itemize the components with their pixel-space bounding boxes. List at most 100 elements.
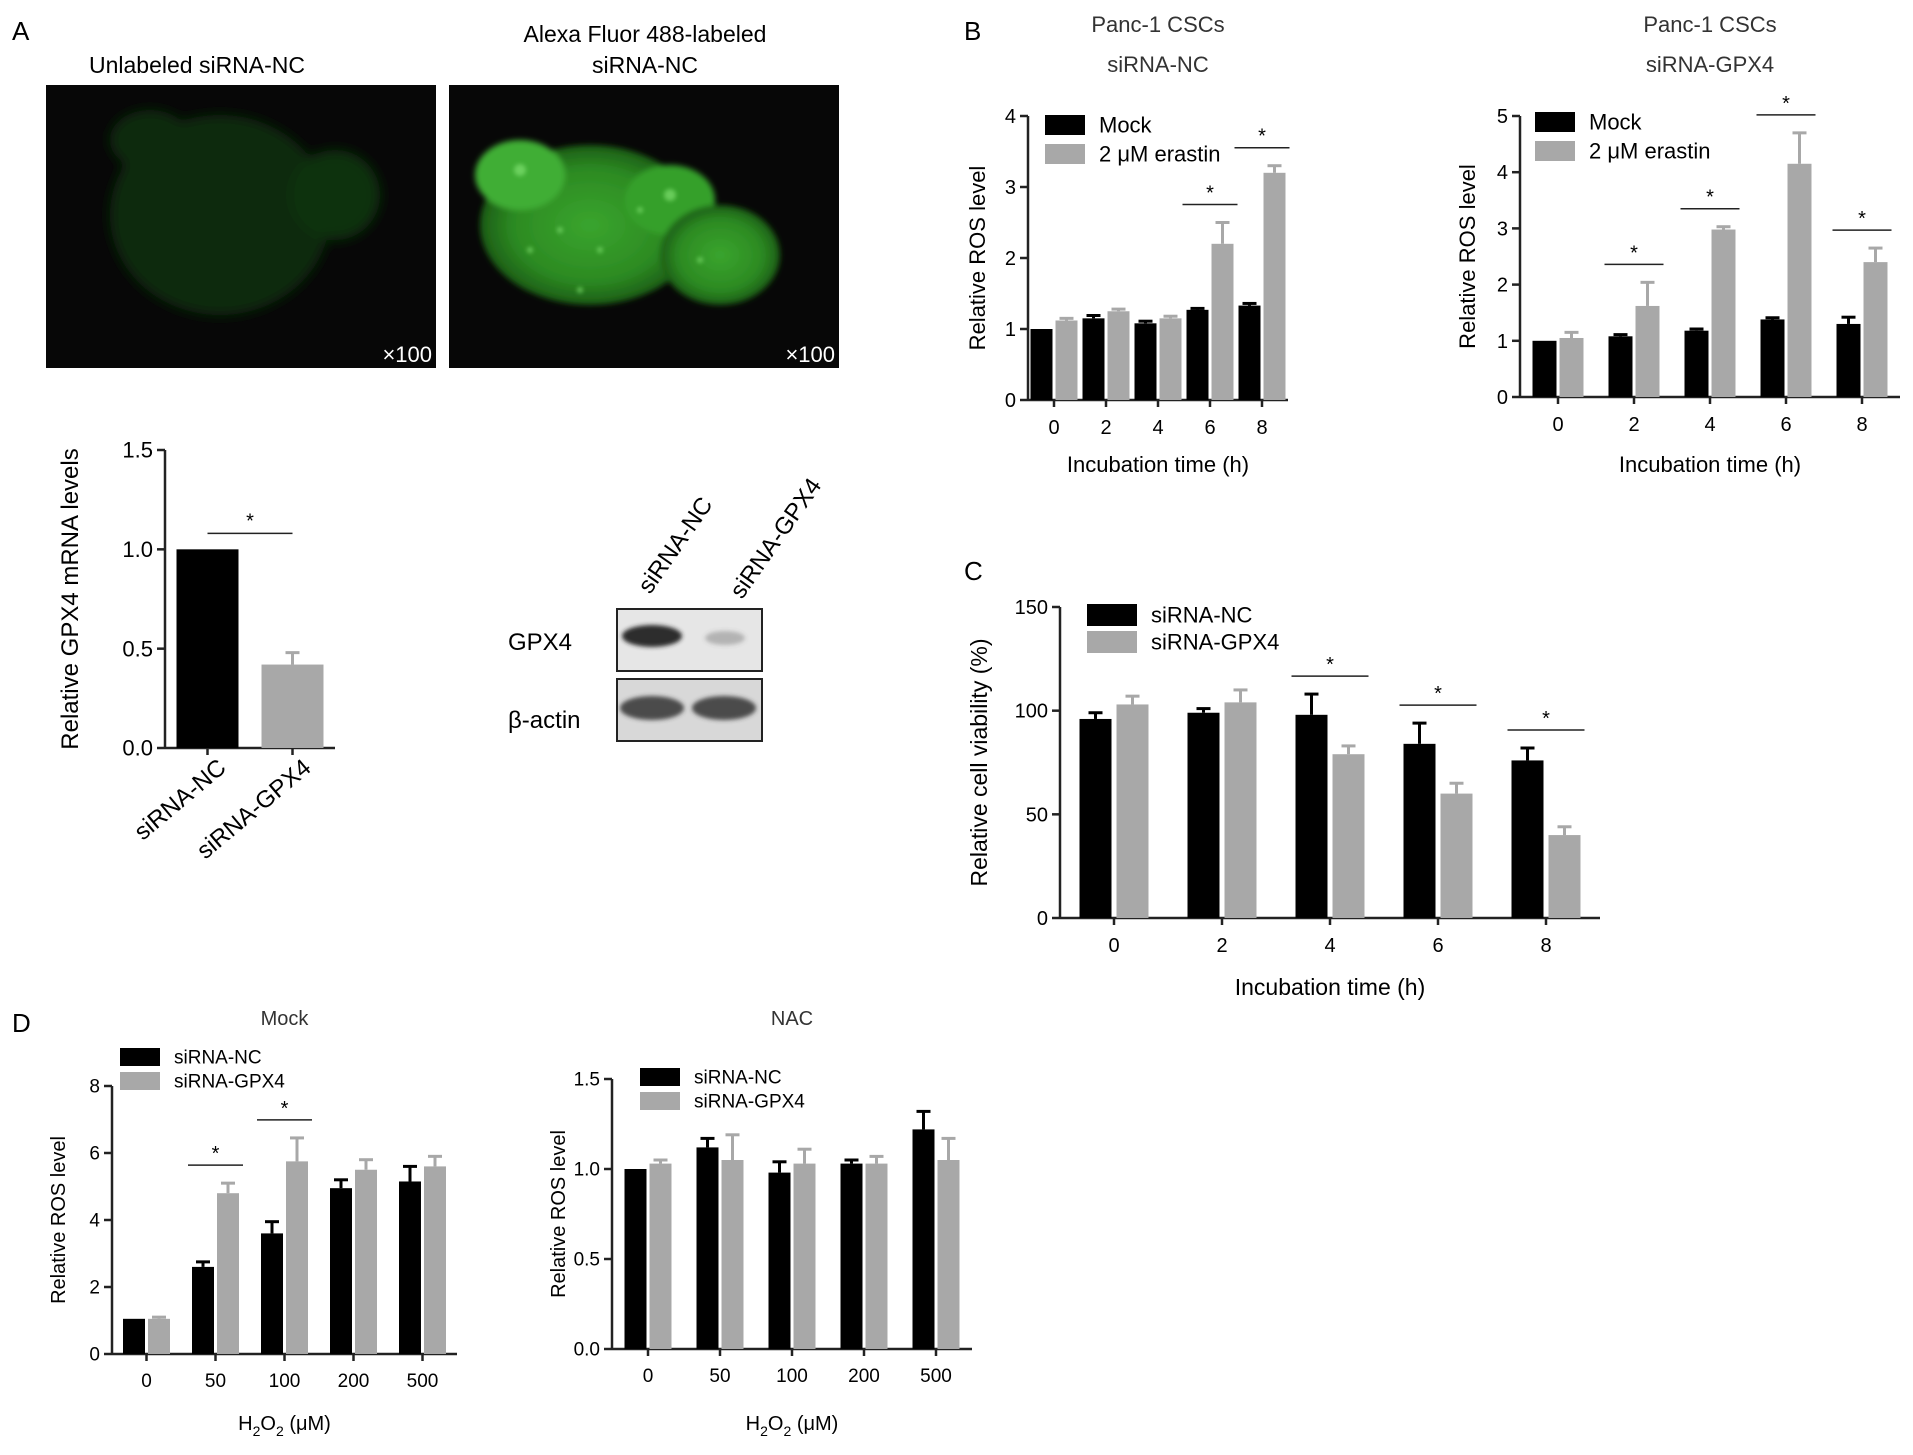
x-tick-label: 6 [1204,417,1215,439]
significance-marker: * [281,1098,289,1120]
legend-swatch [120,1048,160,1066]
y-tick-label: 3 [1005,177,1016,199]
bar [1116,704,1149,918]
x-tick-label: 100 [776,1366,808,1387]
x-tick-label: 100 [269,1371,301,1392]
significance-marker: * [1630,242,1638,264]
x-tick-label: 0 [1048,417,1059,439]
blot-band [692,696,756,720]
significance-marker: * [1706,187,1714,209]
bar [793,1163,816,1349]
y-tick-label: 5 [1497,106,1508,128]
chart-title: Panc-1 CSCs [1091,12,1224,37]
x-tick-label: 8 [1856,414,1867,436]
bar [912,1129,935,1349]
x-tick-label: 2 [1628,414,1639,436]
bar [330,1188,352,1354]
bar [217,1193,239,1354]
y-axis-label: Relative ROS level [965,166,990,351]
bar [1186,309,1209,400]
blot-band [705,631,745,645]
bar [865,1163,888,1349]
bar [286,1161,308,1354]
bar [1107,311,1130,400]
bar [399,1181,421,1354]
chart-ros-h2o2-nac: 0.0 0.5 1.0 1.5 Relative ROS level 0 50 100 200 5… [548,1008,972,1439]
x-tick-label: 500 [407,1371,439,1392]
x-axis-label: Incubation time (h) [1619,452,1801,477]
legend-swatch [1087,631,1137,653]
x-tick-label: 4 [1324,935,1335,957]
x-tick-label: 0 [1108,935,1119,957]
panel-label-b: B [964,16,981,46]
legend-label: siRNA-GPX4 [694,1092,805,1113]
micrograph-title-line2: siRNA-NC [592,52,698,78]
chart-title: Panc-1 CSCs [1643,12,1776,37]
legend-swatch [1535,141,1575,161]
bar [1055,320,1078,400]
bar [1836,323,1861,397]
x-tick-label: 4 [1152,417,1163,439]
y-tick-label: 8 [89,1077,100,1098]
micrograph-unlabeled: Unlabeled siRNA-NC ×100 [46,52,436,368]
y-tick-label: 0.0 [122,736,153,761]
legend-label: siRNA-GPX4 [174,1072,285,1093]
bar [1684,330,1709,397]
y-tick-label: 0 [1497,387,1508,409]
legend-label: siRNA-GPX4 [1151,630,1279,655]
x-tick-label: 4 [1704,414,1715,436]
y-tick-label: 3 [1497,218,1508,240]
magnification-label: ×100 [382,342,432,367]
legend-label: Mock [1099,113,1153,138]
chart-title: siRNA-GPX4 [1646,52,1774,77]
x-axis-label: H2O2 (μM) [746,1413,839,1439]
y-axis-label: Relative cell viability (%) [966,639,992,887]
y-tick-label: 1.0 [574,1160,600,1181]
significance-marker: * [1206,183,1214,205]
significance-marker: * [1326,654,1334,676]
x-tick-label: 2 [1216,935,1227,957]
bar [1511,760,1544,918]
legend-label: siRNA-NC [694,1068,782,1089]
bar [1635,305,1660,397]
micrograph-title: Unlabeled siRNA-NC [89,52,305,78]
x-tick-label: 6 [1432,935,1443,957]
x-tick-label: 8 [1256,417,1267,439]
bar [624,1169,647,1349]
significance-marker: * [1258,126,1266,148]
y-tick-label: 2 [1497,275,1508,297]
y-axis-label: Relative ROS level [548,1130,570,1298]
legend-swatch [640,1068,680,1086]
western-blot: siRNA-NC siRNA-GPX4 GPX4 β-actin [508,473,827,742]
bar [1224,702,1257,918]
legend-swatch [640,1092,680,1110]
bar [261,664,324,748]
y-tick-label: 2 [89,1278,100,1299]
legend-label: siRNA-NC [1151,603,1253,628]
chart-ros-h2o2-mock: 0 2 4 6 8 Relative ROS level 0 50 * 100 * 200 500 H2O… [48,1008,457,1439]
chart-title: siRNA-NC [1107,52,1209,77]
micrograph-labeled: Alexa Fluor 488-labeled siRNA-NC ×100 [449,21,839,368]
significance-marker: * [1858,208,1866,230]
bar [1159,318,1182,400]
x-tick-label: 8 [1540,935,1551,957]
bar [1211,243,1234,400]
panel-label-c: C [964,556,983,586]
y-tick-label: 0 [1005,390,1016,412]
bar [1532,340,1557,397]
y-tick-label: 0 [1037,908,1048,930]
blot-band [622,625,682,647]
legend-label: Mock [1589,110,1643,135]
x-axis-label: Incubation time (h) [1067,452,1249,477]
bar [1082,318,1105,400]
micrograph-title: Alexa Fluor 488-labeled [524,21,767,47]
bar [355,1169,377,1354]
legend-label: siRNA-NC [174,1048,262,1069]
bar [1863,262,1888,397]
bar [1608,336,1633,397]
blot-row-label: GPX4 [508,629,572,656]
bar [1263,172,1286,400]
x-tick-label: 0 [141,1371,152,1392]
